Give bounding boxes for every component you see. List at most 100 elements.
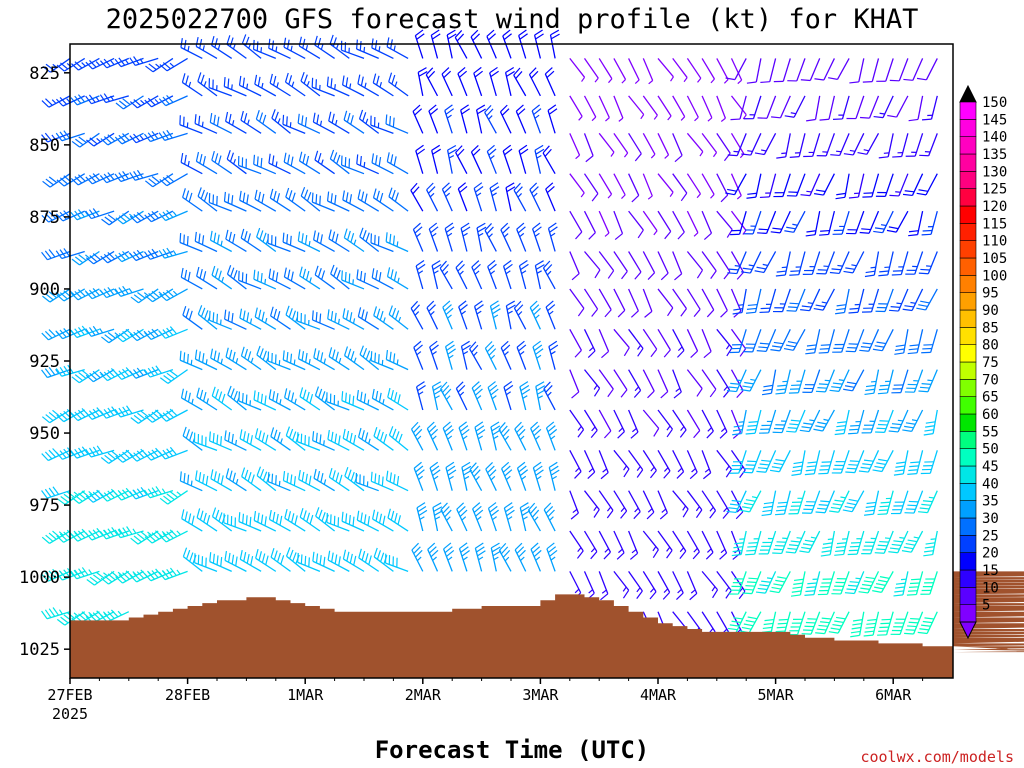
- wind-barb: [860, 95, 880, 119]
- barb-feather: [271, 109, 276, 119]
- barb-feather: [491, 542, 500, 549]
- barb-feather: [137, 291, 146, 299]
- barb-staff: [930, 210, 938, 235]
- barb-feather: [41, 214, 50, 223]
- barb-feather: [151, 570, 159, 579]
- wind-barb: [628, 449, 644, 478]
- barb-half-feather: [838, 379, 845, 382]
- barb-feather: [817, 387, 827, 389]
- barb-feather: [846, 502, 857, 506]
- barb-feather: [732, 432, 742, 436]
- barb-feather: [344, 346, 349, 356]
- barb-feather: [387, 387, 391, 398]
- wind-barb: [730, 571, 746, 600]
- barb-staff: [730, 95, 747, 116]
- barb-half-feather: [488, 233, 493, 238]
- barb-feather: [415, 144, 424, 152]
- barb-staff: [583, 173, 599, 194]
- wind-barb: [159, 408, 188, 422]
- wind-barb: [370, 115, 394, 134]
- wind-barb: [179, 232, 203, 253]
- barb-feather: [110, 450, 120, 458]
- barb-feather: [516, 425, 524, 433]
- colorbar-segment: [959, 517, 977, 536]
- barb-feather: [202, 156, 206, 166]
- barb-feather: [860, 466, 871, 470]
- barb-feather: [223, 191, 226, 202]
- wind-barb: [428, 222, 439, 252]
- barb-feather: [63, 130, 70, 139]
- barb-feather: [889, 194, 899, 197]
- wind-barb: [657, 571, 671, 600]
- barb-feather: [878, 156, 889, 159]
- barb-half-feather: [353, 357, 357, 363]
- wind-barb: [208, 193, 232, 212]
- barb-feather: [410, 182, 418, 191]
- wind-barb: [628, 173, 640, 203]
- barb-feather: [312, 551, 315, 562]
- barb-feather: [342, 190, 345, 200]
- barb-feather: [133, 572, 141, 581]
- barb-feather: [130, 537, 139, 545]
- barb-half-feather: [507, 516, 513, 520]
- barb-feather: [396, 475, 400, 486]
- barb-feather: [206, 515, 211, 525]
- barb-half-feather: [463, 350, 469, 355]
- colorbar-segment: [959, 552, 977, 571]
- barb-feather: [189, 552, 194, 562]
- barb-feather: [188, 192, 193, 203]
- barb-feather: [649, 470, 657, 479]
- barb-feather: [821, 550, 832, 553]
- barb-staff: [900, 251, 909, 275]
- barb-feather: [166, 327, 174, 336]
- wind-barb: [613, 570, 630, 599]
- barb-feather: [88, 94, 96, 103]
- barb-feather: [500, 104, 508, 113]
- barb-feather: [81, 567, 89, 576]
- barb-feather: [129, 101, 138, 109]
- wind-barb: [440, 502, 453, 532]
- barb-feather: [865, 505, 876, 508]
- barb-feather: [272, 75, 277, 86]
- credit-link[interactable]: coolwx.com/models: [860, 748, 1014, 766]
- barb-feather: [350, 233, 355, 243]
- barb-feather: [100, 138, 109, 146]
- barb-feather: [297, 349, 301, 359]
- wind-barb: [755, 571, 777, 594]
- wind-barb: [386, 152, 409, 175]
- barb-staff: [613, 173, 626, 196]
- barb-feather: [297, 113, 300, 124]
- wind-barb: [672, 173, 688, 202]
- barb-feather: [257, 512, 260, 523]
- barb-feather: [577, 308, 585, 317]
- barb-feather: [362, 230, 367, 240]
- wind-barb: [726, 369, 747, 393]
- barb-feather: [227, 311, 230, 321]
- barb-feather: [542, 145, 550, 154]
- barb-feather: [197, 72, 202, 82]
- barb-feather: [162, 176, 171, 185]
- barb-feather: [474, 300, 483, 307]
- barb-feather: [529, 182, 538, 191]
- wind-barb: [372, 73, 394, 97]
- wind-barb: [701, 210, 713, 240]
- barb-feather: [227, 78, 230, 89]
- wind-barb: [85, 489, 115, 503]
- barb-feather: [114, 173, 122, 182]
- barb-half-feather: [581, 76, 586, 82]
- barb-feather: [801, 426, 812, 429]
- wind-barb: [114, 170, 144, 183]
- wind-barb: [297, 113, 321, 134]
- wind-barb: [503, 381, 514, 411]
- barb-half-feather: [748, 264, 754, 267]
- barb-feather: [224, 430, 227, 440]
- barb-staff: [734, 58, 747, 80]
- wind-barb: [311, 77, 335, 97]
- wind-barb: [100, 132, 130, 146]
- barb-feather: [799, 550, 809, 554]
- colorbar-label: 95: [982, 286, 999, 302]
- wind-barb: [788, 369, 806, 394]
- barb-feather: [630, 431, 639, 439]
- barb-feather: [746, 428, 757, 431]
- barb-feather: [147, 571, 155, 580]
